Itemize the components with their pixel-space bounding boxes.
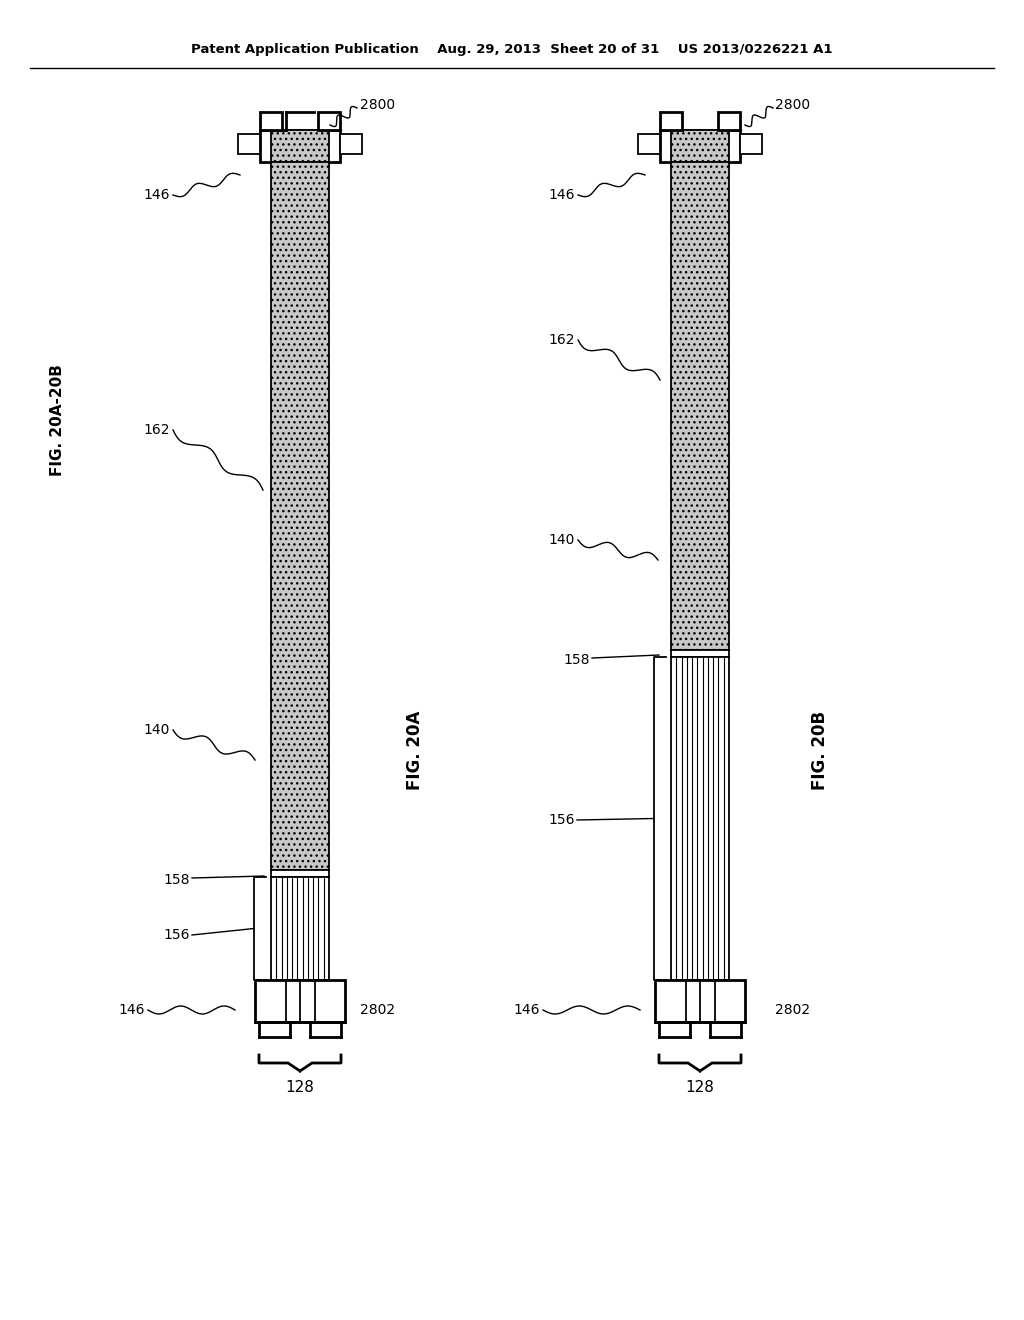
Bar <box>671 649 729 657</box>
Bar <box>655 979 745 1022</box>
Bar <box>260 129 340 162</box>
Text: 162: 162 <box>143 422 170 437</box>
Bar <box>271 876 329 979</box>
Bar <box>671 162 729 649</box>
Text: 2802: 2802 <box>775 1003 810 1016</box>
Bar <box>271 129 329 162</box>
Bar <box>238 135 260 154</box>
Bar <box>660 112 682 129</box>
Text: FIG. 20B: FIG. 20B <box>811 710 829 789</box>
Bar <box>718 112 740 129</box>
Text: 158: 158 <box>164 873 190 887</box>
Bar <box>671 129 729 162</box>
Bar <box>340 135 362 154</box>
Text: 162: 162 <box>549 333 575 347</box>
Text: FIG. 20A: FIG. 20A <box>406 710 424 789</box>
Bar <box>740 135 762 154</box>
Text: 156: 156 <box>164 928 190 942</box>
Text: 158: 158 <box>563 653 590 667</box>
Text: 128: 128 <box>685 1080 715 1094</box>
Bar <box>271 870 329 876</box>
Text: 146: 146 <box>513 1003 540 1016</box>
Text: 2800: 2800 <box>360 98 395 112</box>
Bar <box>318 112 340 129</box>
Text: 146: 146 <box>549 187 575 202</box>
Bar <box>255 979 345 1022</box>
Bar <box>260 112 282 129</box>
Text: 146: 146 <box>119 1003 145 1016</box>
Bar <box>660 129 740 162</box>
Bar <box>271 162 329 870</box>
Text: 2800: 2800 <box>775 98 810 112</box>
Bar <box>671 657 729 979</box>
Text: 140: 140 <box>549 533 575 546</box>
Text: FIG. 20A-20B: FIG. 20A-20B <box>50 364 66 477</box>
Text: 140: 140 <box>143 723 170 737</box>
Text: 156: 156 <box>549 813 575 828</box>
Text: 128: 128 <box>286 1080 314 1094</box>
Text: 2802: 2802 <box>360 1003 395 1016</box>
Bar <box>638 135 660 154</box>
Text: Patent Application Publication    Aug. 29, 2013  Sheet 20 of 31    US 2013/02262: Patent Application Publication Aug. 29, … <box>191 44 833 57</box>
Text: 146: 146 <box>143 187 170 202</box>
